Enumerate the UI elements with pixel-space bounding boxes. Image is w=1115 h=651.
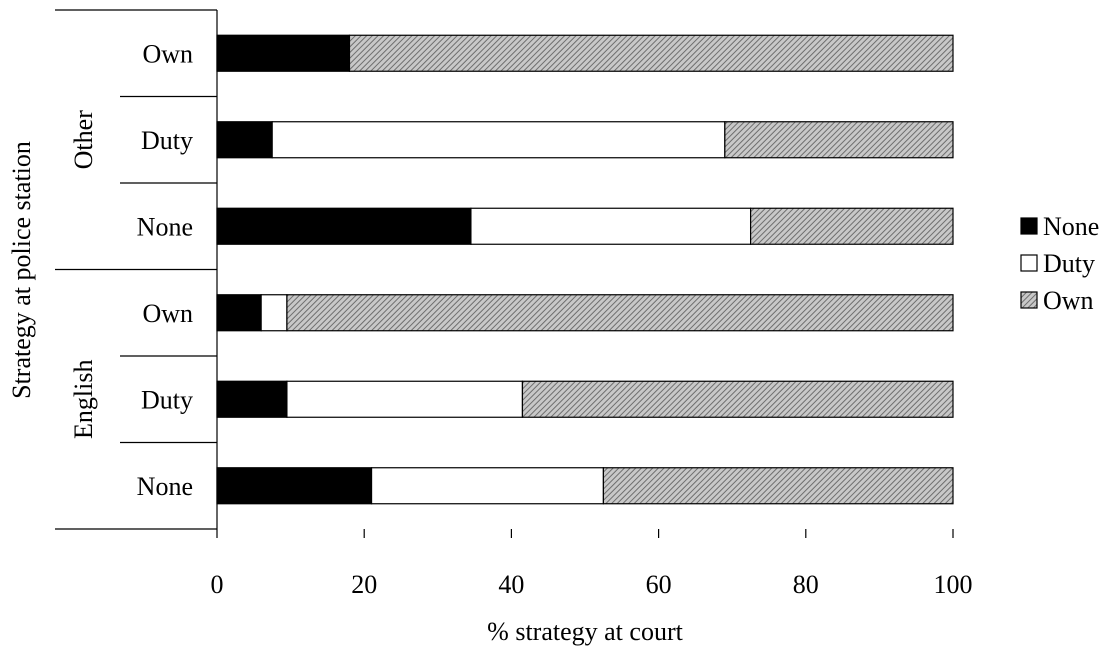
x-tick-label: 80 xyxy=(793,570,819,599)
legend-label: Duty xyxy=(1043,249,1095,278)
group-label: Other xyxy=(69,110,98,170)
bar-segment-own xyxy=(602,467,954,505)
category-label: Own xyxy=(142,299,193,328)
bar-segment-own xyxy=(749,207,954,245)
bar-segment-own xyxy=(521,380,954,418)
legend-label: None xyxy=(1043,212,1099,241)
bar-segment-own xyxy=(286,294,954,332)
bar-segment-duty xyxy=(286,380,524,418)
group-label: English xyxy=(69,360,98,439)
legend-item-none: None xyxy=(1020,212,1099,241)
bar-segment-duty xyxy=(271,121,726,159)
x-tick-label: 60 xyxy=(646,570,672,599)
bar-segment-none xyxy=(216,207,472,245)
legend: None Duty Own xyxy=(1020,212,1099,315)
legend-label: Own xyxy=(1043,286,1094,315)
legend-swatch xyxy=(1020,217,1038,235)
category-label: Own xyxy=(142,39,193,68)
bar-segment-duty xyxy=(260,294,288,332)
bars xyxy=(216,34,954,505)
category-label: Duty xyxy=(141,126,193,155)
x-tick-label: 0 xyxy=(211,570,224,599)
legend-swatch xyxy=(1020,254,1038,272)
bar-segment-duty xyxy=(470,207,752,245)
bar-segment-none xyxy=(216,467,373,505)
category-label: Duty xyxy=(141,385,193,414)
x-tick-label: 40 xyxy=(498,570,524,599)
x-axis-title: % strategy at court xyxy=(487,617,683,646)
y-axis-title: Strategy at police station xyxy=(7,141,36,399)
bar-segment-none xyxy=(216,34,351,72)
legend-item-duty: Duty xyxy=(1020,249,1095,278)
category-axis: Own Duty None Other Own Duty None English xyxy=(55,9,218,530)
x-tick-label: 100 xyxy=(934,570,973,599)
category-label: None xyxy=(137,212,193,241)
category-label: None xyxy=(137,472,193,501)
bar-segment-none xyxy=(216,294,262,332)
x-axis: 0 20 40 60 80 100 xyxy=(211,529,973,599)
bar-segment-none xyxy=(216,380,288,418)
bar-segment-own xyxy=(724,121,954,159)
legend-swatch xyxy=(1020,291,1038,309)
x-tick-label: 20 xyxy=(351,570,377,599)
legend-item-own: Own xyxy=(1020,286,1094,315)
bar-segment-duty xyxy=(370,467,604,505)
bar-segment-none xyxy=(216,121,273,159)
bar-segment-own xyxy=(348,34,954,72)
